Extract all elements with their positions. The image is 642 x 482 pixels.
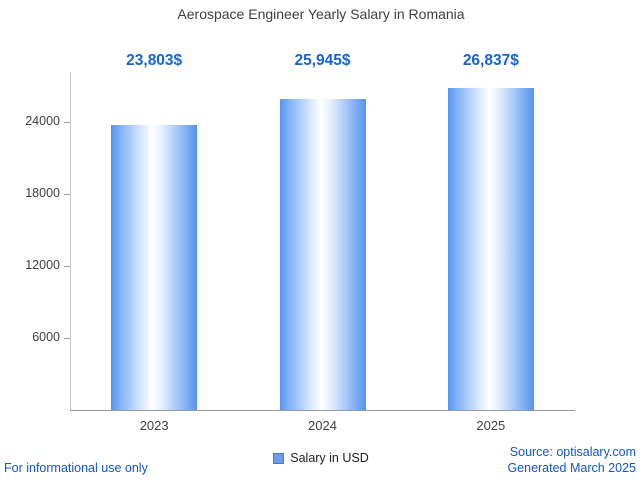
legend-marker-icon	[273, 452, 285, 464]
y-axis-label: 18000	[25, 186, 60, 201]
legend-label: Salary in USD	[290, 451, 369, 465]
y-axis-line	[70, 72, 71, 410]
bar-2025[interactable]	[447, 88, 534, 410]
bar-value-label: 26,837$	[462, 52, 519, 69]
y-axis-tick	[64, 266, 70, 268]
y-axis-label: 12000	[25, 258, 60, 273]
y-axis-tick	[64, 194, 70, 196]
x-axis-label: 2023	[139, 418, 169, 433]
chart-title: Aerospace Engineer Yearly Salary in Roma…	[177, 6, 465, 22]
generated-date: Generated March 2025	[507, 461, 636, 475]
y-axis-tick	[64, 338, 70, 340]
y-axis-label: 6000	[32, 330, 60, 345]
legend: Salary in USD	[0, 451, 642, 465]
footer-source-block: Source: optisalary.com Generated March 2…	[507, 444, 636, 476]
bar-2024[interactable]	[279, 99, 366, 410]
bar-2023[interactable]	[111, 124, 198, 410]
y-axis-label: 24000	[25, 114, 60, 129]
bar-value-label: 25,945$	[294, 52, 351, 69]
bar-value-label: 23,803$	[126, 52, 183, 69]
x-axis-line	[70, 410, 575, 411]
y-axis-tick	[64, 122, 70, 124]
source-link[interactable]: Source: optisalary.com	[509, 445, 636, 459]
x-axis-label: 2025	[476, 418, 506, 433]
x-axis-label: 2024	[308, 418, 337, 433]
footer-disclaimer: For informational use only	[4, 461, 148, 475]
